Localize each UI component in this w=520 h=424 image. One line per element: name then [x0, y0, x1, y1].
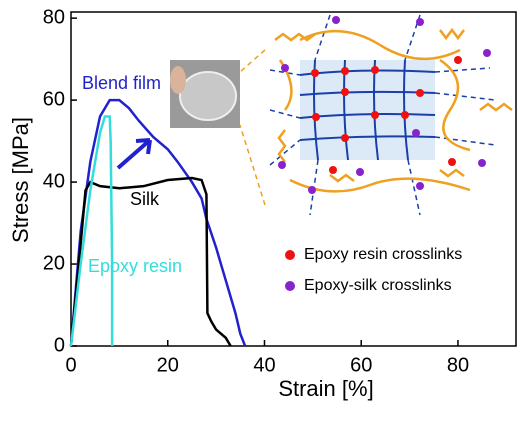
plot-frame [70, 11, 517, 347]
y-axis-label: Stress [MPa] [8, 117, 33, 243]
series-label: Silk [130, 189, 160, 209]
legend-label: Epoxy resin crosslinks [304, 246, 462, 263]
y-tick-label: 0 [54, 334, 65, 356]
x-axis-label: Strain [%] [278, 376, 373, 401]
series-label: Epoxy resin [88, 256, 182, 276]
x-tick-label: 80 [447, 354, 469, 376]
photo-inset [170, 60, 240, 128]
series-label: Blend film [82, 73, 161, 93]
x-tick-label: 40 [253, 354, 275, 376]
y-tick-label: 80 [43, 6, 65, 28]
series-line [69, 98, 247, 347]
series-line [69, 176, 232, 347]
y-tick-label: 20 [43, 252, 65, 274]
x-tick-label: 20 [157, 354, 179, 376]
y-tick-label: 60 [43, 88, 65, 110]
x-tick-label: 0 [65, 354, 76, 376]
series-line [69, 115, 114, 347]
legend-marker [285, 281, 295, 291]
legend-label: Epoxy-silk crosslinks [304, 277, 452, 294]
arrow [116, 138, 152, 170]
x-tick-label: 60 [350, 354, 372, 376]
network-illustration [239, 14, 513, 216]
y-tick-label: 40 [43, 170, 65, 192]
legend-marker [285, 250, 295, 260]
